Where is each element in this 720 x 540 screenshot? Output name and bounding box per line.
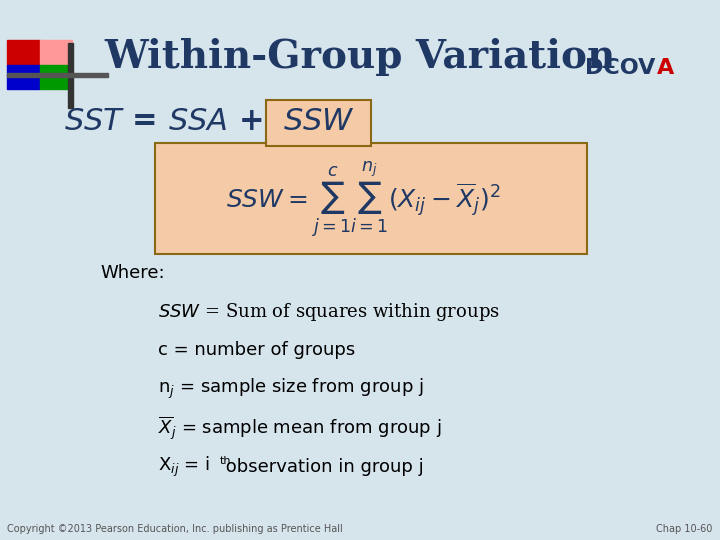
Text: Within-Group Variation: Within-Group Variation: [104, 38, 616, 76]
Text: $\mathit{SSW}$: $\mathit{SSW}$: [283, 106, 354, 137]
Bar: [40, 65, 72, 89]
Text: $\mathit{SST}$ = $\mathit{SSA}$ +: $\mathit{SST}$ = $\mathit{SSA}$ +: [65, 106, 266, 137]
Text: $\mathit{SSW} = \sum_{j=1}^{c} \sum_{i=1}^{n_j} (X_{ij} - \overline{X}_j)^2$: $\mathit{SSW} = \sum_{j=1}^{c} \sum_{i=1…: [226, 159, 501, 239]
Text: $\overline{X}_j$ = sample mean from group j: $\overline{X}_j$ = sample mean from grou…: [158, 414, 442, 442]
Text: Where:: Where:: [101, 264, 166, 282]
Text: DCOV: DCOV: [585, 57, 655, 78]
FancyBboxPatch shape: [266, 100, 371, 146]
Text: A: A: [657, 57, 674, 78]
Bar: [7, 73, 108, 77]
Text: X$_{ij}$ = i: X$_{ij}$ = i: [158, 455, 210, 479]
Text: n$_j$ = sample size from group j: n$_j$ = sample size from group j: [158, 377, 424, 401]
Text: c = number of groups: c = number of groups: [158, 341, 356, 360]
Bar: [40, 40, 72, 65]
Text: Chap 10-60: Chap 10-60: [657, 523, 713, 534]
Text: observation in group j: observation in group j: [220, 458, 423, 476]
FancyBboxPatch shape: [155, 143, 587, 254]
Text: Copyright ©2013 Pearson Education, Inc. publishing as Prentice Hall: Copyright ©2013 Pearson Education, Inc. …: [7, 523, 343, 534]
Bar: [68, 43, 73, 108]
Text: $\mathit{SSW}$ = Sum of squares within groups: $\mathit{SSW}$ = Sum of squares within g…: [158, 301, 500, 322]
Bar: [7, 65, 40, 89]
Text: th: th: [220, 456, 231, 465]
Bar: [7, 40, 40, 65]
